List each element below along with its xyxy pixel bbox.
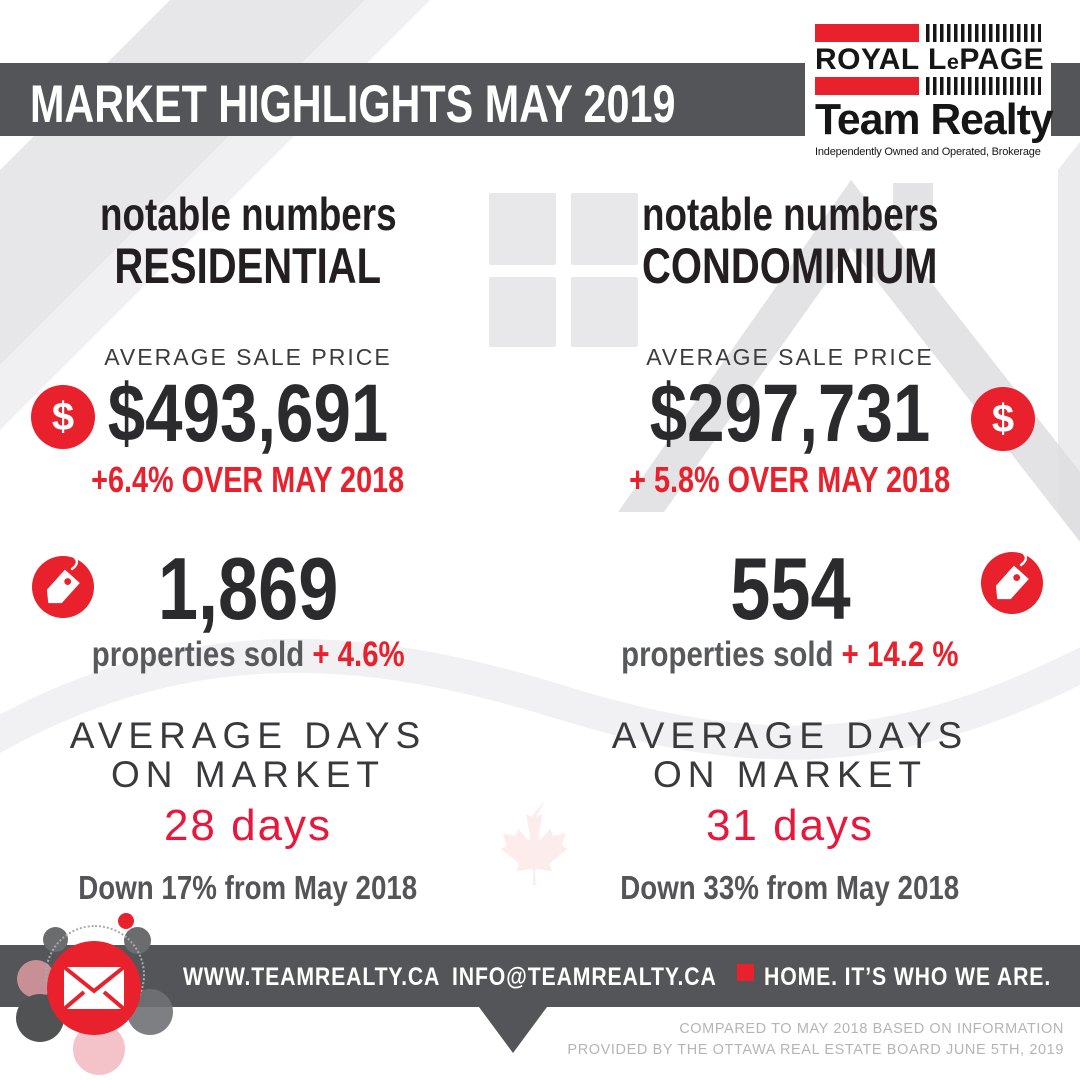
residential-eyebrow: notable numbers <box>99 188 397 240</box>
residential-title: RESIDENTIAL <box>114 238 382 295</box>
decor-circle-red-small <box>118 913 134 929</box>
condo-sold-line: properties sold + 14.2 % <box>621 635 958 675</box>
condo-price-change: + 5.8% OVER MAY 2018 <box>629 459 951 501</box>
house-roof <box>618 180 1080 542</box>
envelope-icon <box>62 965 126 1011</box>
residential-sold-line: properties sold + 4.6% <box>92 635 405 675</box>
residential-sold-change: + 4.6% <box>303 635 405 675</box>
house-watermark <box>489 180 1080 542</box>
condo-sold-count: 554 <box>729 539 851 639</box>
residential-dom-change: Down 17% from May 2018 <box>78 868 418 906</box>
residential-sold-label: properties sold <box>91 635 304 675</box>
condo-dom-change: Down 33% from May 2018 <box>620 868 960 906</box>
dollar-glyph: $ <box>991 397 1015 441</box>
logo-red-bar-2 <box>815 77 919 95</box>
disclaimer-text: COMPARED TO MAY 2018 BASED ON INFORMATIO… <box>567 1019 1064 1061</box>
website-link[interactable]: WWW.TEAMREALTY.CA <box>183 963 441 991</box>
residential-price-change: +6.4% OVER MAY 2018 <box>91 459 405 501</box>
logo-brand-name: ROYAL LePAGE <box>815 43 1045 76</box>
residential-dom-label-2: ON MARKET <box>111 754 385 796</box>
condo-dom-value: 31 days <box>705 800 875 850</box>
email-link[interactable]: INFO@TEAMREALTY.CA <box>452 963 717 991</box>
condo-title: CONDOMINIUM <box>642 238 938 295</box>
logo-brand-part1: ROYAL L <box>815 43 947 76</box>
footer-tagline: HOME. IT’S WHO WE ARE. <box>764 963 1052 991</box>
condo-eyebrow: notable numbers <box>641 188 939 240</box>
contact-button[interactable] <box>47 941 141 1035</box>
condo-sold-change: + 14.2 % <box>833 635 959 675</box>
residential-price-label: AVERAGE SALE PRICE <box>104 344 392 371</box>
dollar-glyph: $ <box>51 395 75 439</box>
disclaimer-line-1: COMPARED TO MAY 2018 BASED ON INFORMATIO… <box>679 1021 1064 1037</box>
condo-price-value: $297,731 <box>649 368 931 460</box>
logo-top-row <box>815 24 1041 42</box>
bg-right-edge-band <box>1058 142 1080 540</box>
price-tag-icon <box>32 556 94 618</box>
logo-tagline: Independently Owned and Operated, Broker… <box>815 146 1041 158</box>
maple-leaf-icon <box>500 800 568 886</box>
house-chimney <box>893 183 933 231</box>
footer-pointer-triangle <box>479 1007 547 1053</box>
red-square-bullet <box>737 964 754 981</box>
price-tag-icon <box>981 552 1043 614</box>
condo-dom-label-1: AVERAGE DAYS <box>611 715 969 757</box>
logo-brand-part2: PAGE <box>959 43 1045 76</box>
logo-brand-small-e: e <box>946 49 960 74</box>
dollar-icon: $ <box>971 387 1035 451</box>
residential-sold-count: 1,869 <box>157 539 339 639</box>
residential-price-value: $493,691 <box>107 368 389 460</box>
condo-price-label: AVERAGE SALE PRICE <box>646 344 934 371</box>
residential-column: notable numbers RESIDENTIAL AVERAGE SALE… <box>28 190 468 907</box>
barcode-icon <box>926 24 1041 42</box>
condominium-column: notable numbers CONDOMINIUM AVERAGE SALE… <box>570 190 1010 907</box>
barcode-icon-2 <box>926 77 1041 95</box>
condo-sold-label: properties sold <box>621 635 834 675</box>
condo-dom-label-2: ON MARKET <box>653 754 927 796</box>
dollar-icon: $ <box>31 385 95 449</box>
logo-red-bar <box>815 24 919 42</box>
footer-bar <box>0 945 1080 1007</box>
bg-wave-swoosh <box>0 638 1080 760</box>
logo-sub-brand: Team Realty <box>815 95 1054 144</box>
residential-dom-value: 28 days <box>163 800 333 850</box>
house-windows <box>489 193 638 347</box>
disclaimer-line-2: PROVIDED BY THE OTTAWA REAL ESTATE BOARD… <box>567 1042 1064 1058</box>
residential-dom-label-1: AVERAGE DAYS <box>69 715 427 757</box>
royal-lepage-logo: ROYAL LePAGE Team Realty Independently O… <box>805 8 1054 168</box>
page-title: MARKET HIGHLIGHTS MAY 2019 <box>30 75 676 134</box>
logo-bottom-row <box>815 77 1041 95</box>
